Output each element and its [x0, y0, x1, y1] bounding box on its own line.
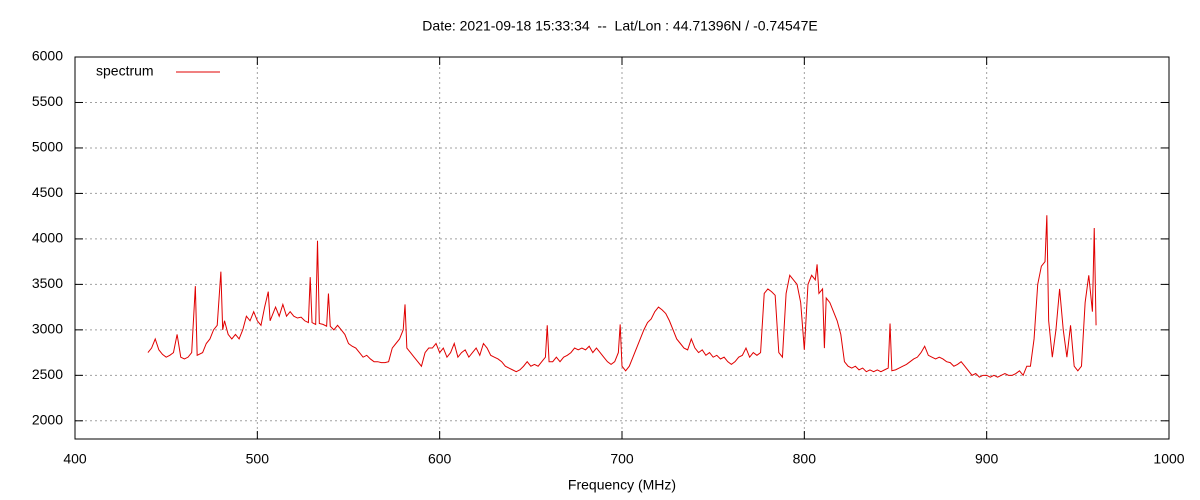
- x-tick-label: 400: [63, 451, 87, 467]
- x-tick-label: 800: [793, 451, 817, 467]
- x-axis-label: Frequency (MHz): [568, 477, 676, 493]
- spectrum-line: [147, 215, 1097, 378]
- chart-title: Date: 2021-09-18 15:33:34 -- Lat/Lon : 4…: [422, 18, 817, 34]
- y-tick-label: 2500: [32, 366, 63, 382]
- x-tick-label: 700: [610, 451, 634, 467]
- y-tick-label: 2000: [32, 412, 63, 428]
- x-tick-label: 600: [428, 451, 452, 467]
- y-tick-label: 5000: [32, 139, 63, 155]
- legend-label: spectrum: [96, 63, 154, 79]
- y-tick-label: 5500: [32, 93, 63, 109]
- y-tick-label: 3000: [32, 321, 63, 337]
- plot-frame: [74, 56, 1170, 440]
- y-tick-label: 3500: [32, 275, 63, 291]
- x-tick-label: 1000: [1153, 451, 1184, 467]
- x-tick-label: 900: [975, 451, 999, 467]
- y-tick-label: 4000: [32, 230, 63, 246]
- x-tick-label: 500: [246, 451, 270, 467]
- y-tick-label: 4500: [32, 184, 63, 200]
- y-tick-label: 6000: [32, 48, 63, 64]
